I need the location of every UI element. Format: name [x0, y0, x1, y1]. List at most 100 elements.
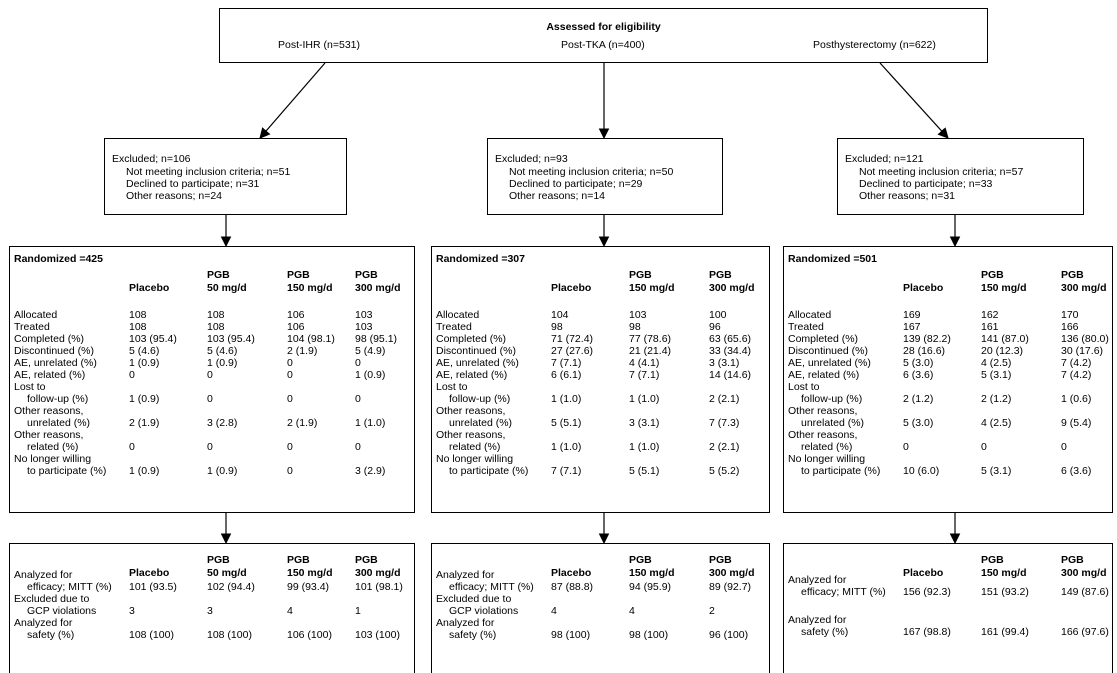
cell-value: 102 (94.4) [207, 581, 255, 593]
cell-value: 21 (21.4) [629, 345, 672, 357]
cell-value: 5 (3.0) [903, 357, 934, 369]
cell-value: 108 (100) [207, 629, 252, 641]
cell-value: 6 (3.6) [1061, 465, 1092, 477]
row-label: efficacy; MITT (%) [801, 586, 886, 598]
row-label: Lost to [436, 381, 468, 393]
cell-value: 28 (16.6) [903, 345, 946, 357]
cell-value: 6 (3.6) [903, 369, 934, 381]
cell-value: 1 (0.9) [129, 357, 160, 369]
cell-value: 0 [355, 441, 361, 453]
excluded-reason: Not meeting inclusion criteria; n=51 [126, 166, 291, 178]
cell-value: 89 (92.7) [709, 581, 752, 593]
cell-value: 4 (2.5) [981, 357, 1012, 369]
row-label: Other reasons, [788, 429, 858, 441]
excluded-title: Excluded; n=106 [112, 153, 191, 165]
column-header: PGB [287, 554, 310, 566]
cell-value: 0 [1061, 441, 1067, 453]
cell-value: 5 (3.1) [981, 369, 1012, 381]
cell-value: 106 [287, 321, 305, 333]
cell-value: 4 [287, 605, 293, 617]
row-label: Completed (%) [14, 333, 85, 345]
cell-value: 141 (87.0) [981, 333, 1029, 345]
cell-value: 100 [709, 309, 727, 321]
row-label: AE, unrelated (%) [436, 357, 519, 369]
row-label: AE, unrelated (%) [788, 357, 871, 369]
cell-value: 5 (4.6) [207, 345, 238, 357]
cell-value: 30 (17.6) [1061, 345, 1104, 357]
cell-value: 7 (7.1) [551, 357, 582, 369]
cell-value: 96 [709, 321, 721, 333]
cell-value: 1 (0.9) [129, 465, 160, 477]
cell-value: 5 (4.9) [355, 345, 386, 357]
row-label: No longer willing [14, 453, 92, 465]
cell-value: 87 (88.8) [551, 581, 594, 593]
cell-value: 166 [1061, 321, 1079, 333]
cell-value: 5 (5.1) [629, 465, 660, 477]
column-header: Placebo [551, 567, 592, 579]
column-header: PGB [709, 269, 732, 281]
cell-value: 167 (98.8) [903, 626, 951, 638]
row-label: Completed (%) [436, 333, 507, 345]
row-label: Allocated [14, 309, 58, 321]
row-label: AE, related (%) [14, 369, 86, 381]
column-header: PGB [207, 269, 230, 281]
row-label: safety (%) [27, 629, 75, 641]
row-label: efficacy; MITT (%) [449, 581, 534, 593]
row-label: AE, related (%) [436, 369, 508, 381]
cell-value: 0 [355, 357, 361, 369]
row-label: Discontinued (%) [436, 345, 516, 357]
cell-value: 2 (1.9) [287, 345, 318, 357]
cell-value: 0 [287, 393, 293, 405]
cell-value: 0 [287, 465, 293, 477]
cell-value: 1 (1.0) [551, 441, 582, 453]
excluded-reason: Other reasons; n=31 [859, 190, 956, 202]
randomized-box-tka: Randomized =307 Placebo PGB 150 mg/d PGB 300 … [431, 246, 770, 513]
row-label: No longer willing [436, 453, 514, 465]
eligibility-title: Assessed for eligibility [546, 21, 661, 33]
cell-value: 1 (0.9) [129, 393, 160, 405]
excluded-reason: Declined to participate; n=33 [859, 178, 993, 190]
cell-value: 139 (82.2) [903, 333, 951, 345]
column-header: 150 mg/d [287, 567, 333, 579]
cell-value: 169 [903, 309, 921, 321]
cell-value: 0 [129, 369, 135, 381]
eligibility-box: Assessed for eligibility Post-IHR (n=531… [219, 8, 988, 63]
cell-value: 1 (0.9) [355, 369, 386, 381]
arrow-eligibility-to-excluded-ihr [259, 62, 326, 139]
column-header: PGB [355, 554, 378, 566]
cell-value: 10 (6.0) [903, 465, 940, 477]
row-label: Other reasons, [788, 405, 858, 417]
row-label: related (%) [449, 441, 501, 453]
cell-value: 103 (100) [355, 629, 400, 641]
cell-value: 4 (4.1) [629, 357, 660, 369]
cell-value: 0 [903, 441, 909, 453]
cell-value: 106 [287, 309, 305, 321]
cell-value: 14 (14.6) [709, 369, 752, 381]
cell-value: 98 (95.1) [355, 333, 398, 345]
excluded-box-tka: Excluded; n=93 Not meeting inclusion crit… [487, 138, 723, 215]
cell-value: 27 (27.6) [551, 345, 594, 357]
cell-value: 5 (3.1) [981, 465, 1012, 477]
cell-value: 0 [207, 441, 213, 453]
row-label: Other reasons, [14, 405, 84, 417]
cell-value: 20 (12.3) [981, 345, 1024, 357]
column-header: PGB [1061, 554, 1084, 566]
column-header: 50 mg/d [207, 567, 247, 579]
cell-value: 2 (2.1) [709, 441, 740, 453]
row-label: related (%) [801, 441, 853, 453]
row-label: Analyzed for [788, 614, 847, 626]
cell-value: 101 (98.1) [355, 581, 403, 593]
column-header: 150 mg/d [629, 282, 675, 294]
column-header: PGB [709, 554, 732, 566]
column-header: PGB [1061, 269, 1084, 281]
cell-value: 162 [981, 309, 999, 321]
cell-value: 3 (3.1) [709, 357, 740, 369]
cell-value: 0 [981, 441, 987, 453]
excluded-box-hyst: Excluded; n=121 Not meeting inclusion cri… [837, 138, 1084, 215]
row-label: AE, related (%) [788, 369, 860, 381]
cell-value: 2 (1.2) [903, 393, 934, 405]
column-header: PGB [287, 269, 310, 281]
analysis-box-hyst: Placebo PGB 150 mg/d PGB 300 mg/d Analyzed fo… [783, 543, 1113, 673]
cell-value: 3 (2.8) [207, 417, 238, 429]
